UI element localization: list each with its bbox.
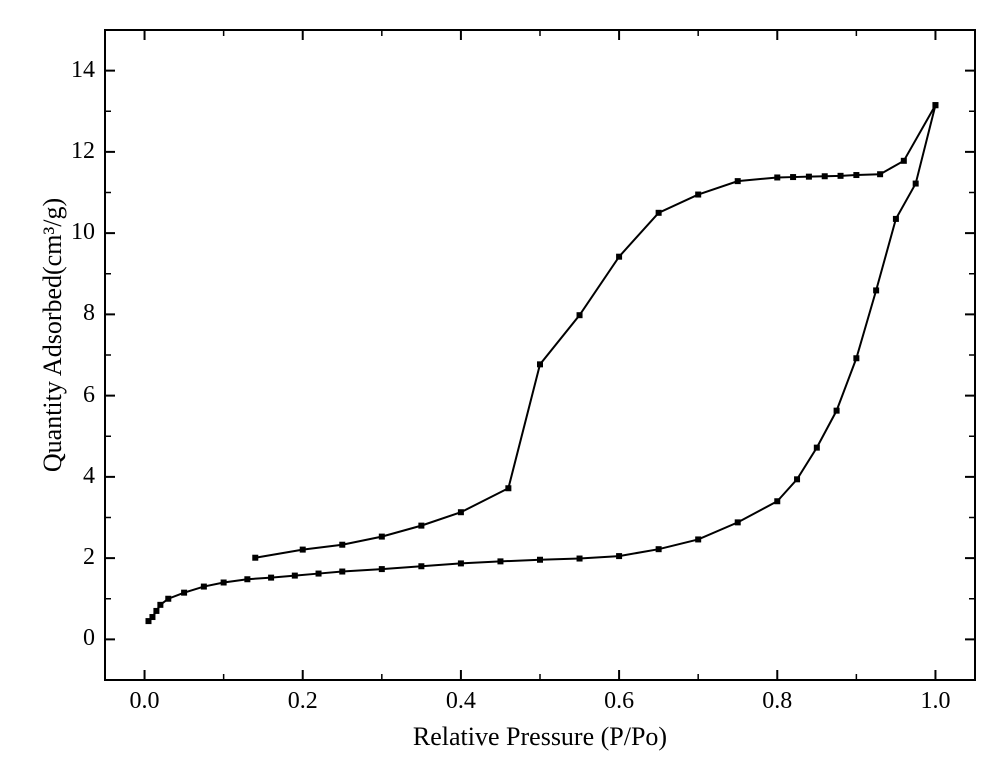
y-axis-label: Quantity Adsorbed(cm³/g) — [38, 125, 68, 545]
y-tick-label: 14 — [71, 57, 95, 84]
y-tick-label: 6 — [83, 382, 95, 409]
isotherm-chart — [0, 0, 1000, 768]
y-tick-label: 10 — [71, 219, 95, 246]
x-tick-label: 0.8 — [757, 688, 797, 715]
y-tick-label: 12 — [71, 138, 95, 165]
y-tick-label: 0 — [83, 625, 95, 652]
y-tick-label: 8 — [83, 300, 95, 327]
y-tick-label: 4 — [83, 463, 95, 490]
x-tick-label: 1.0 — [915, 688, 955, 715]
x-tick-label: 0.0 — [125, 688, 165, 715]
x-tick-label: 0.2 — [283, 688, 323, 715]
x-tick-label: 0.6 — [599, 688, 639, 715]
x-tick-label: 0.4 — [441, 688, 481, 715]
x-axis-label: Relative Pressure (P/Po) — [105, 722, 975, 752]
y-tick-label: 2 — [83, 544, 95, 571]
